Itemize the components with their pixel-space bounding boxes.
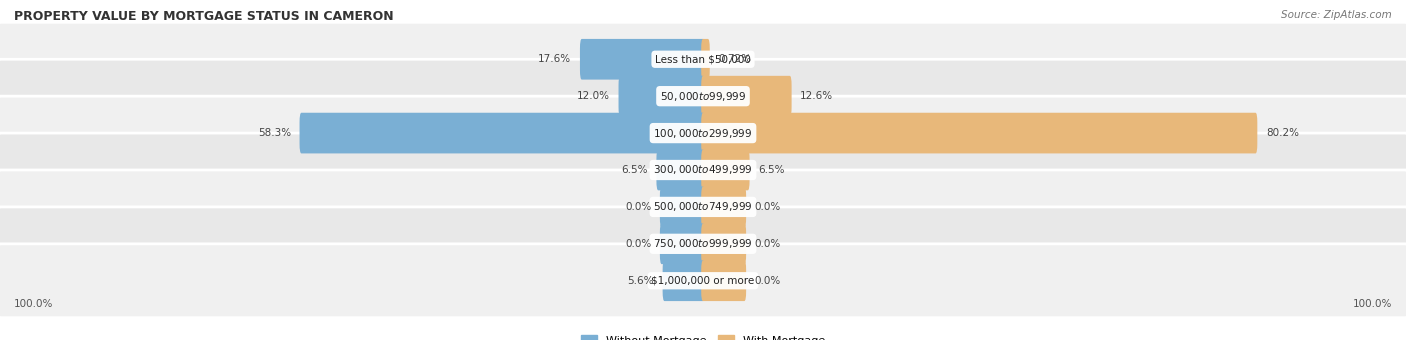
Text: $1,000,000 or more: $1,000,000 or more xyxy=(651,276,755,286)
FancyBboxPatch shape xyxy=(702,76,792,117)
Text: 80.2%: 80.2% xyxy=(1265,128,1299,138)
Text: 0.0%: 0.0% xyxy=(626,239,651,249)
Text: 0.0%: 0.0% xyxy=(755,239,780,249)
Text: $500,000 to $749,999: $500,000 to $749,999 xyxy=(654,200,752,214)
Legend: Without Mortgage, With Mortgage: Without Mortgage, With Mortgage xyxy=(576,331,830,340)
Text: $300,000 to $499,999: $300,000 to $499,999 xyxy=(654,164,752,176)
FancyBboxPatch shape xyxy=(0,96,1406,170)
Text: 58.3%: 58.3% xyxy=(257,128,291,138)
Text: 6.5%: 6.5% xyxy=(621,165,648,175)
FancyBboxPatch shape xyxy=(0,59,1406,133)
Text: 0.0%: 0.0% xyxy=(755,202,780,212)
Text: 17.6%: 17.6% xyxy=(538,54,571,64)
FancyBboxPatch shape xyxy=(702,187,747,227)
FancyBboxPatch shape xyxy=(702,260,747,301)
FancyBboxPatch shape xyxy=(0,207,1406,281)
FancyBboxPatch shape xyxy=(299,113,704,153)
FancyBboxPatch shape xyxy=(659,223,704,264)
Text: 6.5%: 6.5% xyxy=(758,165,785,175)
FancyBboxPatch shape xyxy=(0,133,1406,207)
FancyBboxPatch shape xyxy=(662,260,704,301)
Text: Less than $50,000: Less than $50,000 xyxy=(655,54,751,64)
Text: 12.0%: 12.0% xyxy=(576,91,610,101)
FancyBboxPatch shape xyxy=(657,150,704,190)
Text: $100,000 to $299,999: $100,000 to $299,999 xyxy=(654,126,752,140)
Text: $50,000 to $99,999: $50,000 to $99,999 xyxy=(659,90,747,103)
Text: 0.0%: 0.0% xyxy=(626,202,651,212)
FancyBboxPatch shape xyxy=(619,76,704,117)
FancyBboxPatch shape xyxy=(702,223,747,264)
Text: 0.72%: 0.72% xyxy=(718,54,751,64)
Text: 100.0%: 100.0% xyxy=(14,299,53,309)
Text: 12.6%: 12.6% xyxy=(800,91,834,101)
FancyBboxPatch shape xyxy=(0,170,1406,244)
Text: PROPERTY VALUE BY MORTGAGE STATUS IN CAMERON: PROPERTY VALUE BY MORTGAGE STATUS IN CAM… xyxy=(14,10,394,23)
FancyBboxPatch shape xyxy=(702,150,749,190)
FancyBboxPatch shape xyxy=(0,22,1406,96)
Text: 100.0%: 100.0% xyxy=(1353,299,1392,309)
FancyBboxPatch shape xyxy=(0,244,1406,318)
FancyBboxPatch shape xyxy=(659,187,704,227)
Text: 0.0%: 0.0% xyxy=(755,276,780,286)
FancyBboxPatch shape xyxy=(702,39,710,80)
Text: $750,000 to $999,999: $750,000 to $999,999 xyxy=(654,237,752,250)
Text: Source: ZipAtlas.com: Source: ZipAtlas.com xyxy=(1281,10,1392,20)
FancyBboxPatch shape xyxy=(702,113,1257,153)
FancyBboxPatch shape xyxy=(579,39,704,80)
Text: 5.6%: 5.6% xyxy=(627,276,654,286)
